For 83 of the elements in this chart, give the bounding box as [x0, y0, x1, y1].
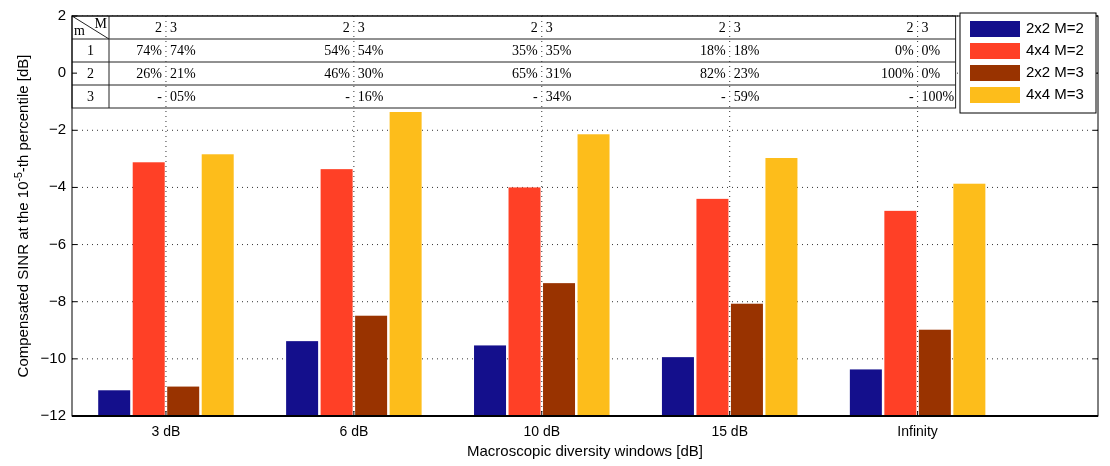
bar — [765, 158, 798, 416]
bar — [884, 210, 917, 416]
bar — [389, 112, 422, 416]
annotation: - — [721, 88, 727, 104]
annotation: 26% — [136, 65, 163, 81]
bar — [355, 315, 388, 416]
annotation: 1 — [87, 42, 94, 58]
bar — [201, 154, 234, 416]
annotation: 35% — [545, 42, 572, 58]
bar — [661, 357, 694, 416]
annotation: 2 — [342, 19, 350, 35]
annotation: 21% — [169, 65, 196, 81]
annotation: - — [533, 88, 539, 104]
annotation: 54% — [357, 42, 384, 58]
bar — [132, 162, 165, 416]
annotation: 100% — [921, 88, 955, 104]
annotation: 54% — [324, 42, 351, 58]
annotation: 35% — [512, 42, 539, 58]
annotation: 0% — [921, 42, 941, 58]
x-tick-label: 3 dB — [151, 423, 181, 439]
bar — [918, 329, 951, 416]
bar — [953, 183, 986, 416]
y-tick-label: −6 — [48, 234, 66, 252]
annotation: 0% — [894, 42, 914, 58]
annotation: 82% — [700, 65, 727, 81]
x-tick-label: 6 dB — [339, 423, 369, 439]
legend-label: 2x2 M=3 — [1026, 62, 1084, 80]
legend-label: 2x2 M=2 — [1026, 18, 1084, 36]
annotation: 2 — [718, 19, 726, 35]
x-tick-label: Infinity — [897, 423, 938, 439]
annotation: 74% — [169, 42, 196, 58]
annotation: 59% — [733, 88, 760, 104]
annotation: - — [157, 88, 163, 104]
y-tick-label: −2 — [48, 120, 66, 138]
bar — [577, 134, 610, 416]
annotation: 2 — [154, 19, 162, 35]
bar — [543, 283, 576, 416]
y-tick-label: −12 — [40, 405, 66, 423]
annotation: 16% — [357, 88, 384, 104]
bar — [474, 345, 507, 416]
y-tick-label: −8 — [48, 291, 66, 309]
annotation: 3 — [921, 19, 929, 35]
annotation: 100% — [880, 65, 914, 81]
annotation: - — [345, 88, 351, 104]
annotation: 3 — [169, 19, 177, 35]
annotation: 05% — [169, 88, 196, 104]
annotation: 18% — [700, 42, 727, 58]
bar — [696, 198, 729, 416]
annotation: - — [908, 88, 914, 104]
annotation: 34% — [545, 88, 572, 104]
annotation: 3 — [357, 19, 365, 35]
bar — [98, 390, 131, 416]
annotation: m — [74, 23, 85, 38]
annotation: 65% — [512, 65, 539, 81]
x-axis-title: Macroscopic diversity windows [dB] — [467, 442, 703, 459]
annotation: M — [94, 16, 108, 31]
annotation: 3 — [87, 88, 94, 104]
annotation: 2 — [87, 65, 94, 81]
bar — [320, 169, 353, 416]
y-tick-label: 0 — [57, 63, 66, 81]
y-tick-label: −10 — [40, 348, 66, 366]
y-tick-label: 2 — [57, 5, 66, 23]
x-tick-label: 10 dB — [523, 423, 561, 439]
annotation: 2 — [906, 19, 914, 35]
y-tick-label: −4 — [48, 177, 66, 195]
legend-label: 4x4 M=3 — [1026, 84, 1084, 102]
annotation: 3 — [733, 19, 741, 35]
annotation: 30% — [357, 65, 384, 81]
annotation: 74% — [136, 42, 163, 58]
bar — [849, 369, 882, 416]
bar — [167, 386, 200, 416]
annotation: 23% — [733, 65, 760, 81]
annotation: 18% — [733, 42, 760, 58]
bar — [286, 341, 319, 416]
annotation: 3 — [545, 19, 553, 35]
bar — [508, 187, 541, 416]
legend-label: 4x4 M=2 — [1026, 40, 1084, 58]
annotation: 31% — [545, 65, 572, 81]
annotation: 2 — [530, 19, 538, 35]
bar — [730, 303, 763, 416]
annotation: 46% — [324, 65, 351, 81]
annotation: 0% — [921, 65, 941, 81]
x-tick-label: 15 dB — [711, 423, 748, 439]
